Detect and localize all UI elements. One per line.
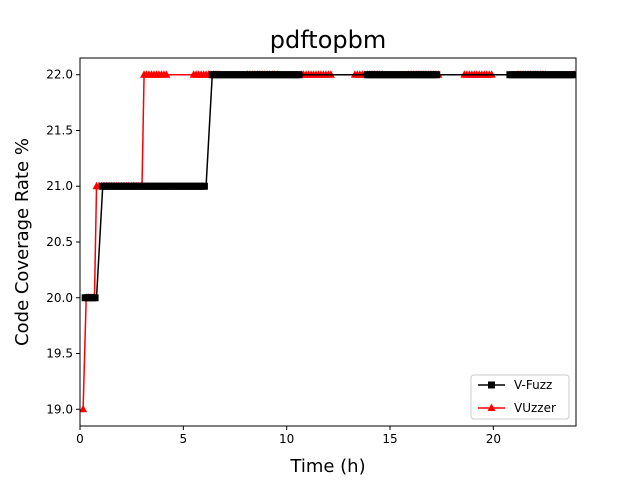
- legend: V-Fuzz VUzzer: [470, 374, 570, 420]
- y-tick-label: 22.0: [46, 68, 73, 82]
- data-point-vfuzz: [433, 71, 441, 79]
- legend-marker-vuzzer: [487, 403, 496, 411]
- x-tick-label: 20: [486, 432, 501, 446]
- y-tick-label: 19.0: [46, 402, 73, 416]
- y-tick-label: 21.5: [46, 123, 73, 137]
- data-point-vuzzer: [162, 70, 171, 78]
- x-tick-label: 0: [76, 432, 84, 446]
- chart-title: pdftopbm: [270, 26, 386, 54]
- data-point-vfuzz: [91, 294, 99, 302]
- series-vuzzer: [80, 70, 576, 413]
- data-point-vuzzer: [487, 70, 496, 78]
- y-ticks: 19.0 19.5 20.0 20.5 21.0 21.5 22.0: [46, 68, 80, 416]
- y-axis-label: Code Coverage Rate %: [12, 138, 33, 346]
- x-tick-label: 5: [180, 432, 188, 446]
- y-tick-label: 21.0: [46, 179, 73, 193]
- series-layer: [80, 70, 576, 413]
- series-line-vuzzer: [82, 73, 576, 410]
- legend-label-vuzzer: VUzzer: [514, 401, 556, 415]
- y-tick-label: 20.5: [46, 235, 73, 249]
- x-tick-label: 10: [279, 432, 294, 446]
- data-point-vfuzz: [570, 71, 576, 79]
- legend-marker-vfuzz: [488, 381, 495, 389]
- x-axis-label: Time (h): [289, 456, 365, 477]
- data-point-vuzzer: [326, 70, 335, 78]
- y-tick-label: 19.5: [46, 347, 73, 361]
- data-point-vfuzz: [295, 71, 303, 79]
- plot-frame: [79, 57, 577, 427]
- y-tick-label: 20.0: [46, 291, 73, 305]
- legend-label-vfuzz: V-Fuzz: [514, 378, 552, 392]
- data-point-vfuzz: [200, 182, 208, 190]
- data-point-vuzzer: [80, 404, 88, 413]
- series-vfuzz: [81, 71, 576, 302]
- x-tick-label: 15: [382, 432, 397, 446]
- x-ticks: 0 5 10 15 20: [76, 426, 501, 446]
